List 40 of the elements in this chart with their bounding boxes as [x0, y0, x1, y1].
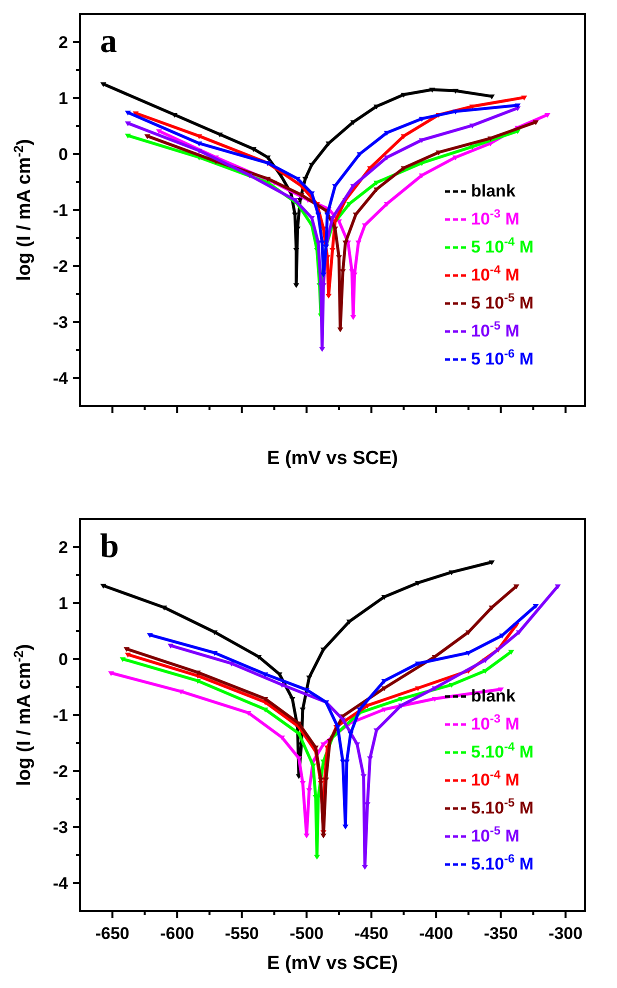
legend-label: 10$^{-5}$ M	[471, 824, 520, 846]
y-tick-label: -2	[52, 257, 68, 276]
legend-label: 10$^{-5}$ M	[471, 318, 520, 341]
y-tick-label: 2	[58, 33, 68, 52]
legend-label: 5 10$^{-5}$ M	[471, 290, 534, 313]
y-tick-label: -2	[52, 762, 68, 781]
legend-label: 5.10$^{-6}$ M	[471, 852, 534, 874]
y-tick-label: -3	[52, 313, 68, 332]
x-tick-label: -600	[160, 924, 194, 943]
x-axis-title: E (mV vs SCE)	[267, 448, 398, 469]
x-tick-label: -300	[548, 924, 583, 943]
legend-label: 10$^{-3}$ M	[471, 712, 520, 734]
chart-title: a	[100, 23, 117, 60]
y-tick-label: 0	[58, 650, 68, 669]
y-tick-label: -4	[52, 369, 69, 388]
y-tick-label: -1	[52, 201, 68, 220]
legend-label: 5.10$^{-5}$ M	[471, 796, 534, 818]
y-tick-label: 1	[58, 594, 68, 613]
legend-label: 5.10$^{-4}$ M	[471, 740, 534, 762]
y-tick-label: -3	[52, 818, 68, 837]
legend-label: blank	[471, 686, 516, 706]
legend-label: 5 10$^{-4}$ M	[471, 234, 534, 257]
y-tick-label: -1	[52, 706, 68, 725]
legend-label: 10$^{-4}$ M	[471, 262, 520, 285]
y-tick-label: 0	[58, 145, 68, 164]
legend-label: 5 10$^{-6}$ M	[471, 346, 534, 369]
legend-label: 10$^{-3}$ M	[471, 206, 520, 229]
x-tick-label: -450	[354, 924, 388, 943]
x-tick-label: -650	[95, 924, 130, 943]
x-tick-label: -500	[290, 924, 324, 943]
x-tick-label: -550	[224, 924, 259, 943]
x-tick-label: -400	[419, 924, 454, 943]
chart-title: b	[100, 528, 119, 565]
x-tick-label: -350	[484, 924, 518, 943]
legend-label: blank	[471, 182, 516, 201]
legend-label: 10$^{-4}$ M	[471, 768, 520, 790]
y-tick-label: 2	[58, 538, 68, 557]
y-tick-label: -4	[52, 874, 69, 893]
x-axis-title: E (mV vs SCE)	[267, 953, 398, 974]
y-tick-label: 1	[58, 89, 68, 108]
